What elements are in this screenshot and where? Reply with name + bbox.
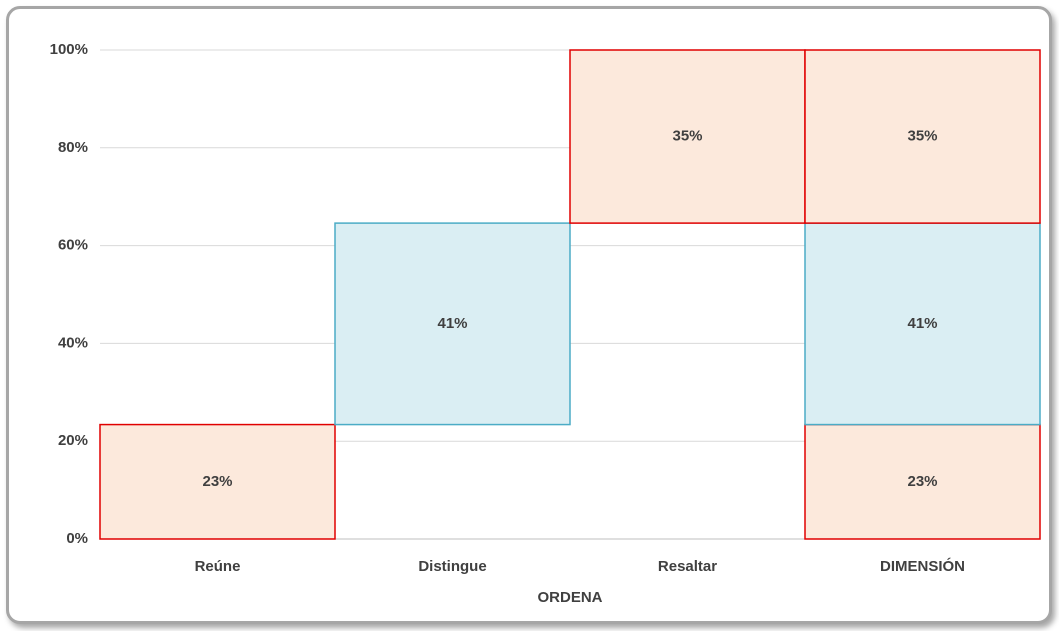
bar-segment [569, 49, 806, 224]
data-label: 23% [202, 473, 232, 490]
y-tick-label: 80% [58, 139, 88, 156]
y-tick-label: 20% [58, 432, 88, 449]
bar-segment [804, 49, 1041, 224]
bar-segment [334, 222, 571, 426]
data-label: 23% [907, 473, 937, 490]
data-label: 41% [907, 315, 937, 332]
x-tick-label: Resaltar [658, 558, 717, 575]
data-label: 35% [672, 128, 702, 145]
y-tick-label: 60% [58, 237, 88, 254]
x-axis-title: ORDENA [537, 589, 602, 606]
x-tick-label: Reúne [195, 558, 241, 575]
y-tick-label: 100% [50, 41, 88, 58]
data-label: 41% [437, 315, 467, 332]
x-tick-label: DIMENSIÓN [880, 557, 965, 575]
bar-segment [99, 423, 336, 540]
x-tick-label: Distingue [418, 558, 486, 575]
bar-segment [804, 423, 1041, 540]
bar-segment [804, 222, 1041, 426]
y-tick-label: 40% [58, 334, 88, 351]
y-tick-label: 0% [66, 530, 88, 547]
data-label: 35% [907, 128, 937, 145]
